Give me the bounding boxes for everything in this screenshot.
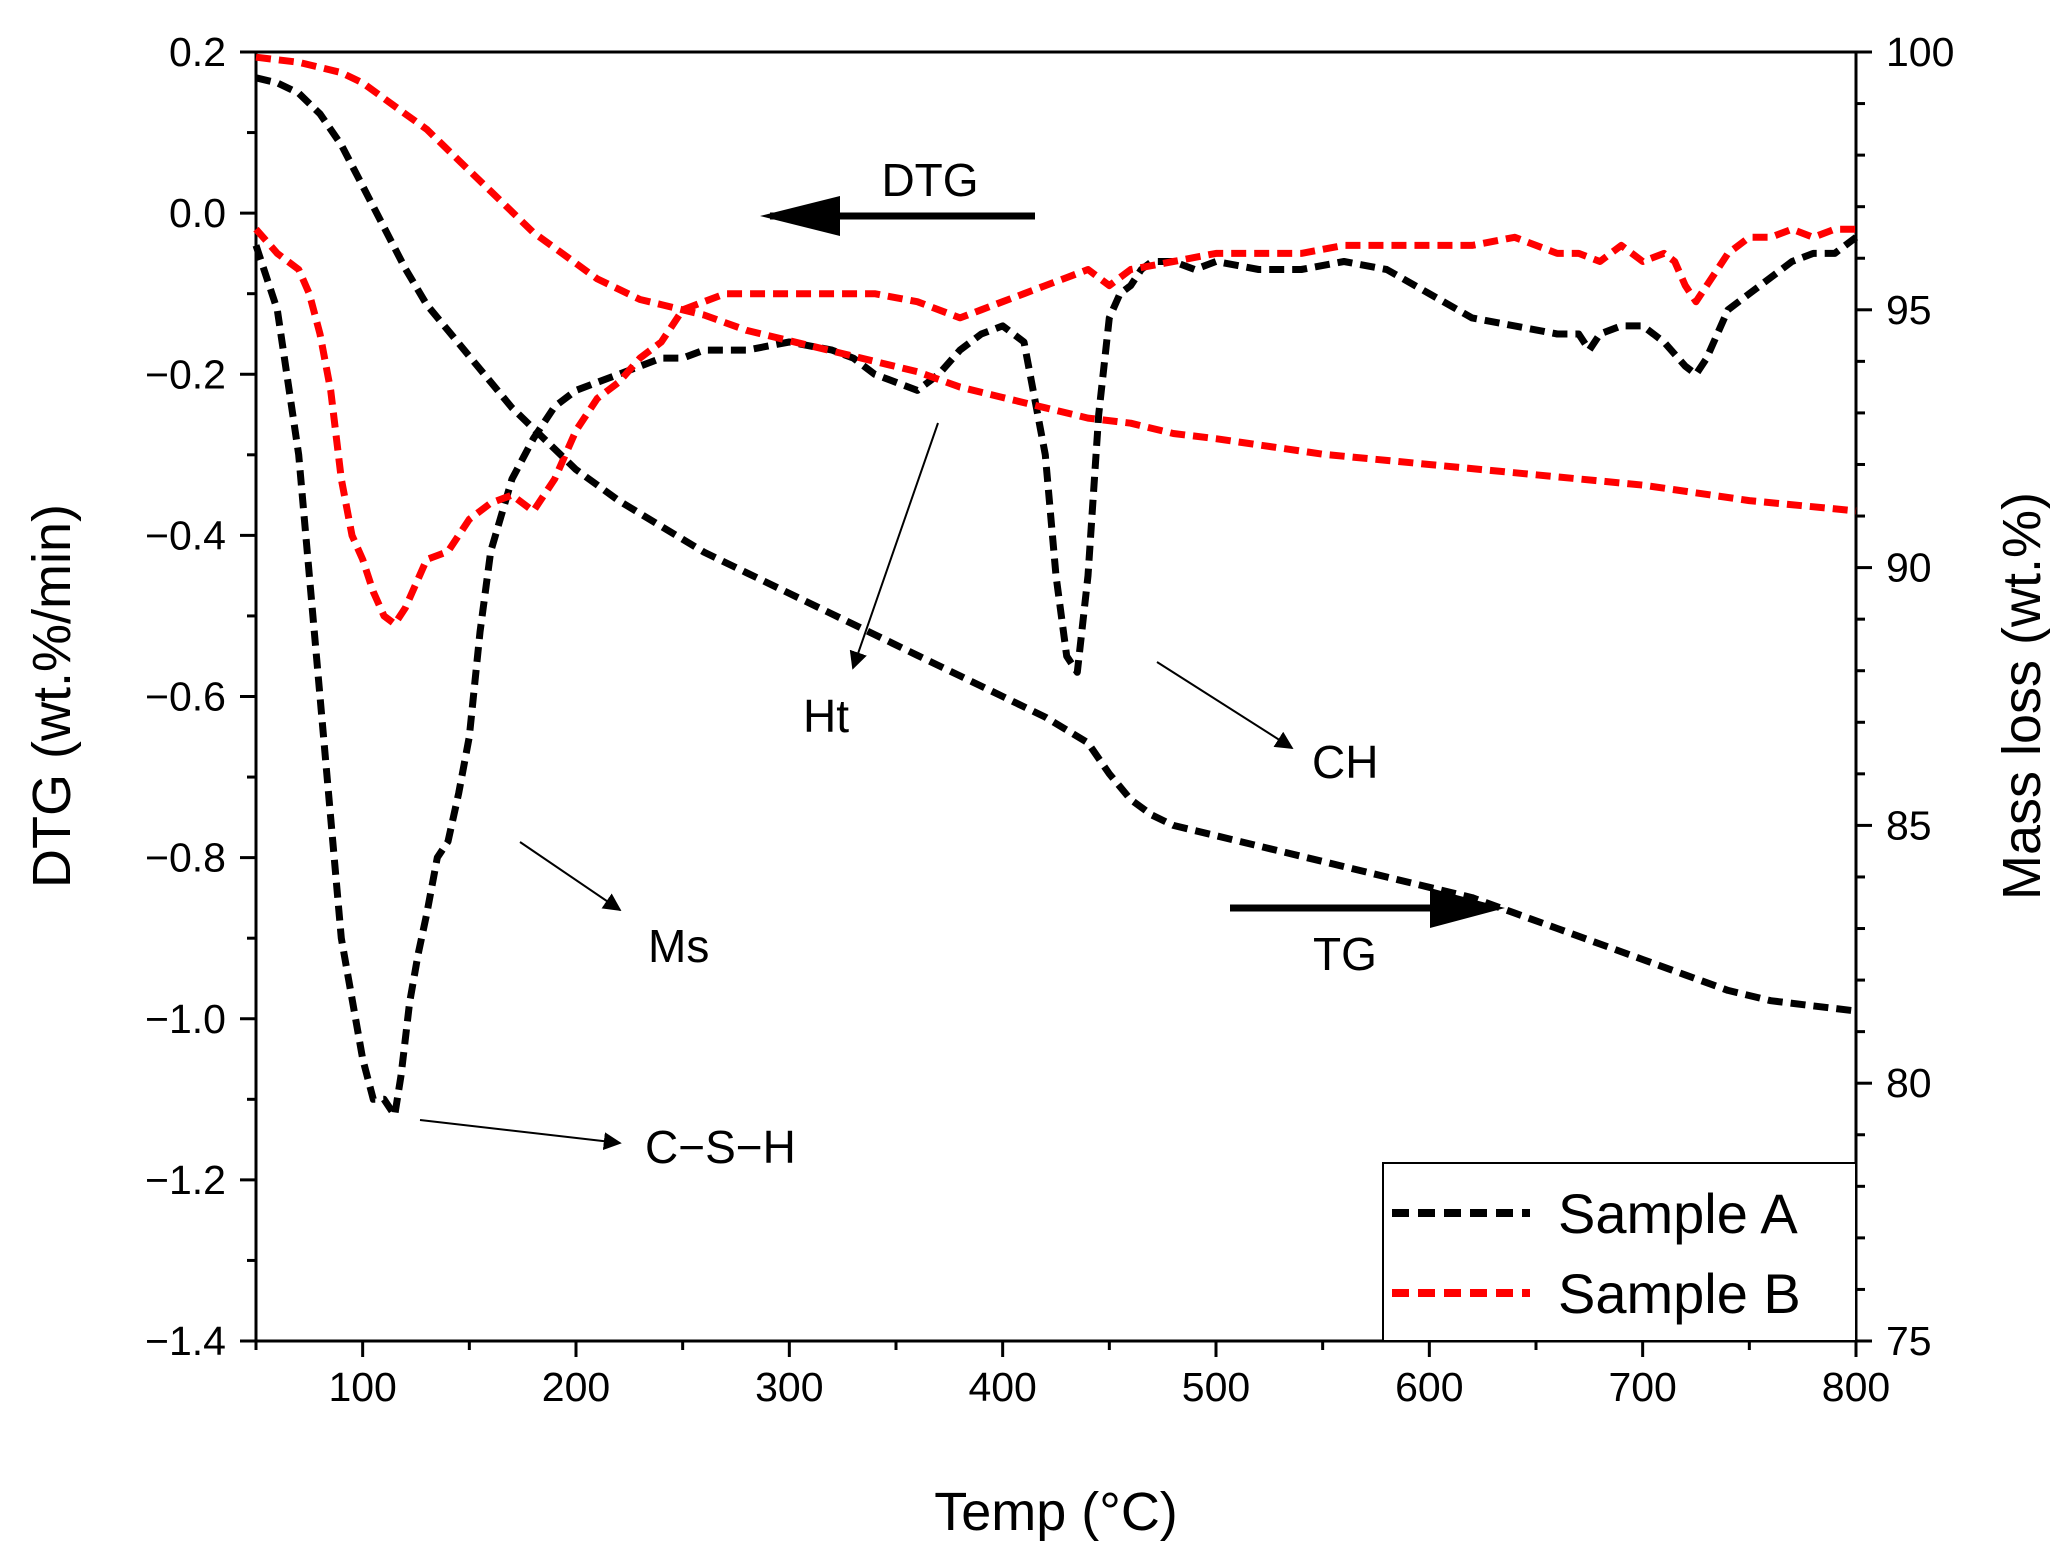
csh-label: C−S−H <box>645 1121 796 1173</box>
y-right-tick-label: 80 <box>1886 1060 1932 1106</box>
x-tick-label: 700 <box>1608 1364 1676 1410</box>
y-right-tick-label: 85 <box>1886 802 1932 848</box>
sample-b-tg-curve <box>255 53 1857 515</box>
legend-label-sample-b: Sample B <box>1558 1262 1801 1325</box>
y-right-tick-label: 100 <box>1886 29 1954 75</box>
sample-a-dtg-curve <box>252 234 1859 1119</box>
x-tick-label: 200 <box>542 1364 610 1410</box>
y-right-tick-label: 90 <box>1886 545 1932 591</box>
y-left-tick-label: −1.0 <box>145 996 226 1042</box>
csh-pointer <box>419 1119 622 1151</box>
x-axis-title: Temp (°C) <box>934 1482 1178 1541</box>
legend-box <box>1382 1162 1857 1342</box>
sample-b-dtg-curve <box>253 225 1856 628</box>
x-tick-label: 600 <box>1395 1364 1463 1410</box>
y-left-tick-label: −0.4 <box>145 512 226 558</box>
annotation-ch: CH <box>1156 661 1378 788</box>
y-left-tick-label: −0.2 <box>145 351 226 397</box>
ms-label: Ms <box>648 920 709 972</box>
y-left-tick-label: 0.0 <box>169 190 226 236</box>
y-right-tick-label: 95 <box>1886 287 1932 333</box>
dtg-direction-arrow: DTG <box>760 154 1035 236</box>
ht-label: Ht <box>803 690 849 742</box>
y-left-tick-label: 0.2 <box>169 29 226 75</box>
x-tick-label: 500 <box>1182 1364 1250 1410</box>
ch-label: CH <box>1312 736 1378 788</box>
y-left-tick-label: −0.8 <box>145 835 226 881</box>
legend: Sample A Sample B <box>1382 1162 1857 1342</box>
annotation-ms: Ms <box>519 841 709 972</box>
sample-a-tg-curve <box>255 74 1857 1015</box>
x-tick-label: 300 <box>755 1364 823 1410</box>
tg-arrow-head <box>1430 888 1505 928</box>
y-right-tick-label: 75 <box>1886 1318 1932 1364</box>
x-tick-label: 100 <box>328 1364 396 1410</box>
x-tick-label: 400 <box>968 1364 1036 1410</box>
annotation-ht: Ht <box>803 422 939 742</box>
annotation-csh: C−S−H <box>419 1119 796 1173</box>
axis-tick-labels: 100 200 300 400 500 600 700 800 0.2 0.0 −0.2 −0.4 −0… <box>145 29 1954 1410</box>
y-left-tick-label: −1.2 <box>145 1157 226 1203</box>
dtg-arrow-head <box>760 196 840 236</box>
tg-arrow-label: TG <box>1313 928 1377 980</box>
x-tick-label: 800 <box>1822 1364 1890 1410</box>
ms-pointer <box>519 841 622 912</box>
y-left-tick-label: −0.6 <box>145 674 226 720</box>
y-left-tick-label: −1.4 <box>145 1318 226 1364</box>
legend-label-sample-a: Sample A <box>1558 1182 1798 1245</box>
ch-pointer <box>1156 661 1294 749</box>
y-axis-title-right: Mass loss (wt.%) <box>1992 492 2050 900</box>
axis-ticks <box>240 50 1872 1357</box>
tg-direction-arrow: TG <box>1230 888 1505 980</box>
ht-pointer <box>849 422 939 670</box>
dtg-arrow-label: DTG <box>881 154 978 206</box>
series-layer <box>252 53 1859 1119</box>
y-axis-title-left: DTG (wt.%/min) <box>22 504 82 888</box>
